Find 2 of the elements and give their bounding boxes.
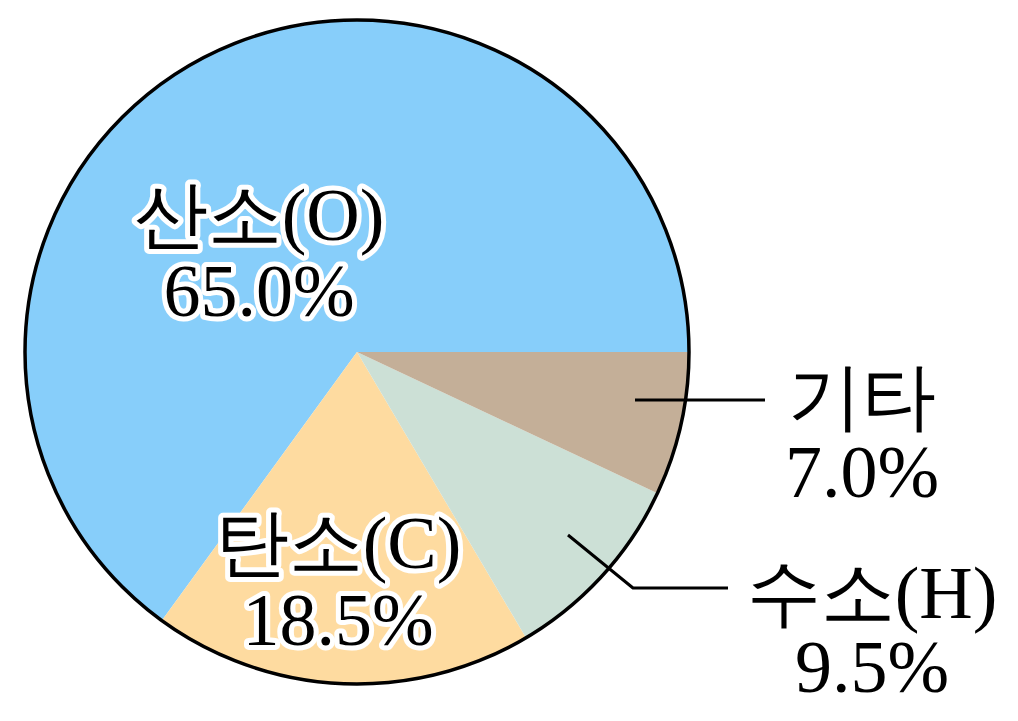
pie-slice [357,352,689,494]
slice-label: 기타 [788,356,936,438]
